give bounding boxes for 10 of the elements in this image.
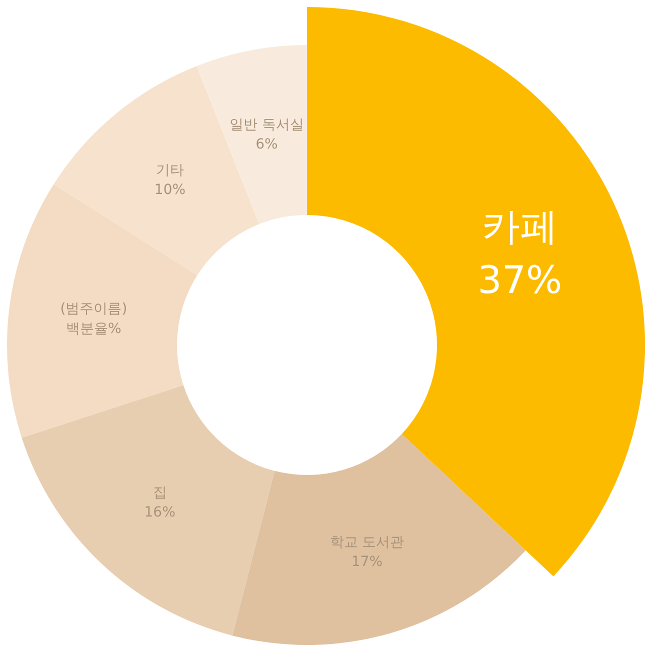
slice-label: 집: [152, 484, 167, 501]
data-label: 6%: [256, 136, 278, 153]
slice-label: 일반 독서실: [229, 116, 304, 133]
slice-label: 기타: [156, 162, 184, 178]
data-label: 백분율%: [66, 320, 122, 337]
data-label: 10%: [154, 182, 186, 198]
data-label: 37%: [478, 258, 562, 302]
slice-label: (범주이름): [60, 301, 128, 318]
data-label: 16%: [144, 504, 176, 520]
slice-label: 카페: [482, 204, 558, 249]
